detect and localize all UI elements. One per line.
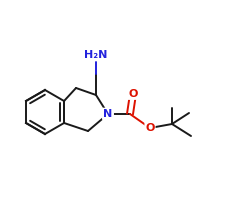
Text: O: O [128,89,138,99]
Text: H₂N: H₂N [84,50,108,60]
Text: N: N [103,109,113,119]
Text: O: O [145,123,155,133]
